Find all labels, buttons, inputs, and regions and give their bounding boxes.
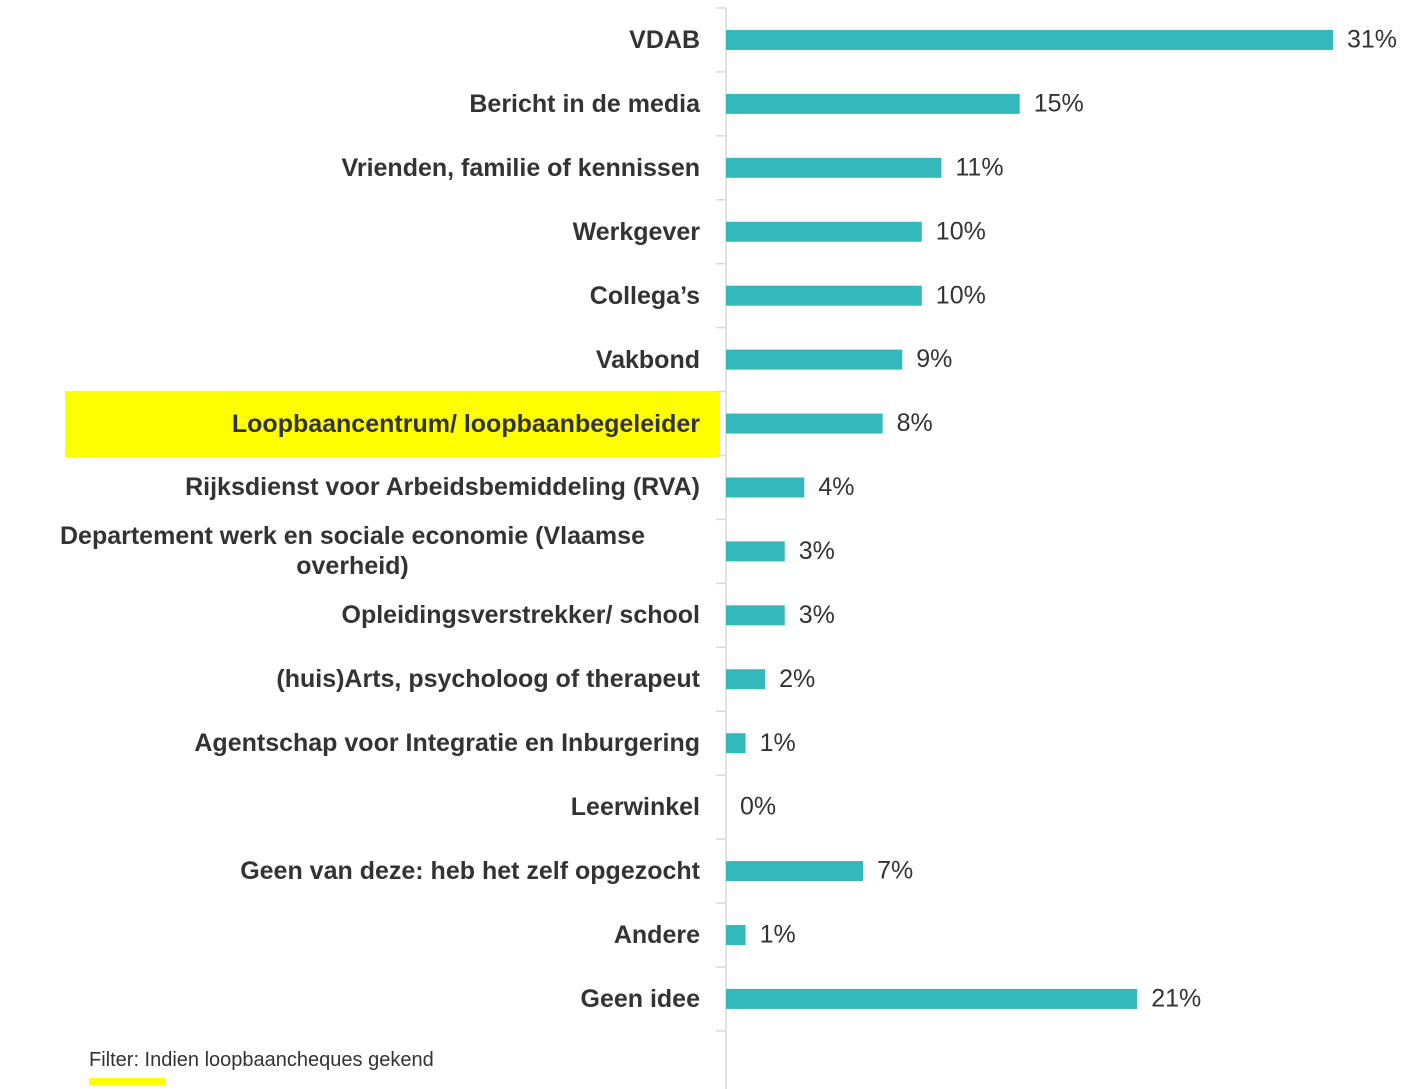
category-label: Bericht in de media [469, 89, 700, 118]
category-label: Rijksdienst voor Arbeidsbemiddeling (RVA… [185, 473, 700, 502]
category-label: Vakbond [595, 345, 700, 374]
bar [726, 285, 922, 306]
category-label: Loopbaancentrum/ loopbaanbegeleider [231, 409, 700, 438]
bar [726, 93, 1020, 114]
value-label: 2% [779, 665, 815, 693]
value-label: 1% [760, 729, 796, 757]
value-label: 9% [916, 345, 952, 373]
bar [726, 157, 942, 178]
category-label: Departement werk en sociale economie (Vl… [60, 522, 645, 581]
highlight [65, 391, 720, 457]
footnote: Filter: Indien loopbaancheques gekend [89, 1049, 434, 1071]
category-label: Vrienden, familie of kennissen [341, 153, 700, 182]
bar [726, 349, 903, 370]
bar [726, 669, 766, 690]
bar [726, 988, 1138, 1009]
bar [726, 413, 883, 434]
category-label: Werkgever [572, 217, 700, 246]
value-label: 8% [897, 409, 933, 437]
category-label: Opleidingsverstrekker/ school [341, 601, 700, 630]
footnote-highlight [89, 1078, 166, 1085]
category-label: VDAB [629, 25, 700, 54]
value-label: 4% [818, 473, 854, 501]
value-label: 3% [799, 601, 835, 629]
bar [726, 861, 864, 882]
value-label: 10% [936, 281, 986, 309]
value-label: 0% [740, 793, 776, 821]
bar [726, 221, 922, 242]
bar [726, 541, 785, 562]
bar [726, 29, 1333, 50]
value-label: 7% [877, 857, 913, 885]
category-label: Geen van deze: heb het zelf opgezocht [240, 857, 700, 886]
category-label: Collega’s [589, 281, 700, 310]
value-label: 21% [1151, 985, 1201, 1013]
category-label: Agentschap voor Integratie en Inburgerin… [194, 729, 700, 758]
value-label: 10% [936, 217, 986, 245]
bar [726, 924, 746, 945]
category-label: (huis)Arts, psycholoog of therapeut [276, 665, 700, 694]
value-label: 15% [1034, 90, 1084, 118]
value-label: 1% [760, 921, 796, 949]
category-label: Leerwinkel [570, 793, 700, 822]
bar [726, 733, 746, 754]
category-label: Geen idee [580, 984, 701, 1013]
bar [726, 477, 805, 498]
category-label: Andere [613, 920, 700, 949]
bar [726, 605, 785, 626]
value-label: 11% [955, 153, 1003, 181]
value-label: 3% [799, 537, 835, 565]
value-label: 31% [1347, 26, 1397, 54]
